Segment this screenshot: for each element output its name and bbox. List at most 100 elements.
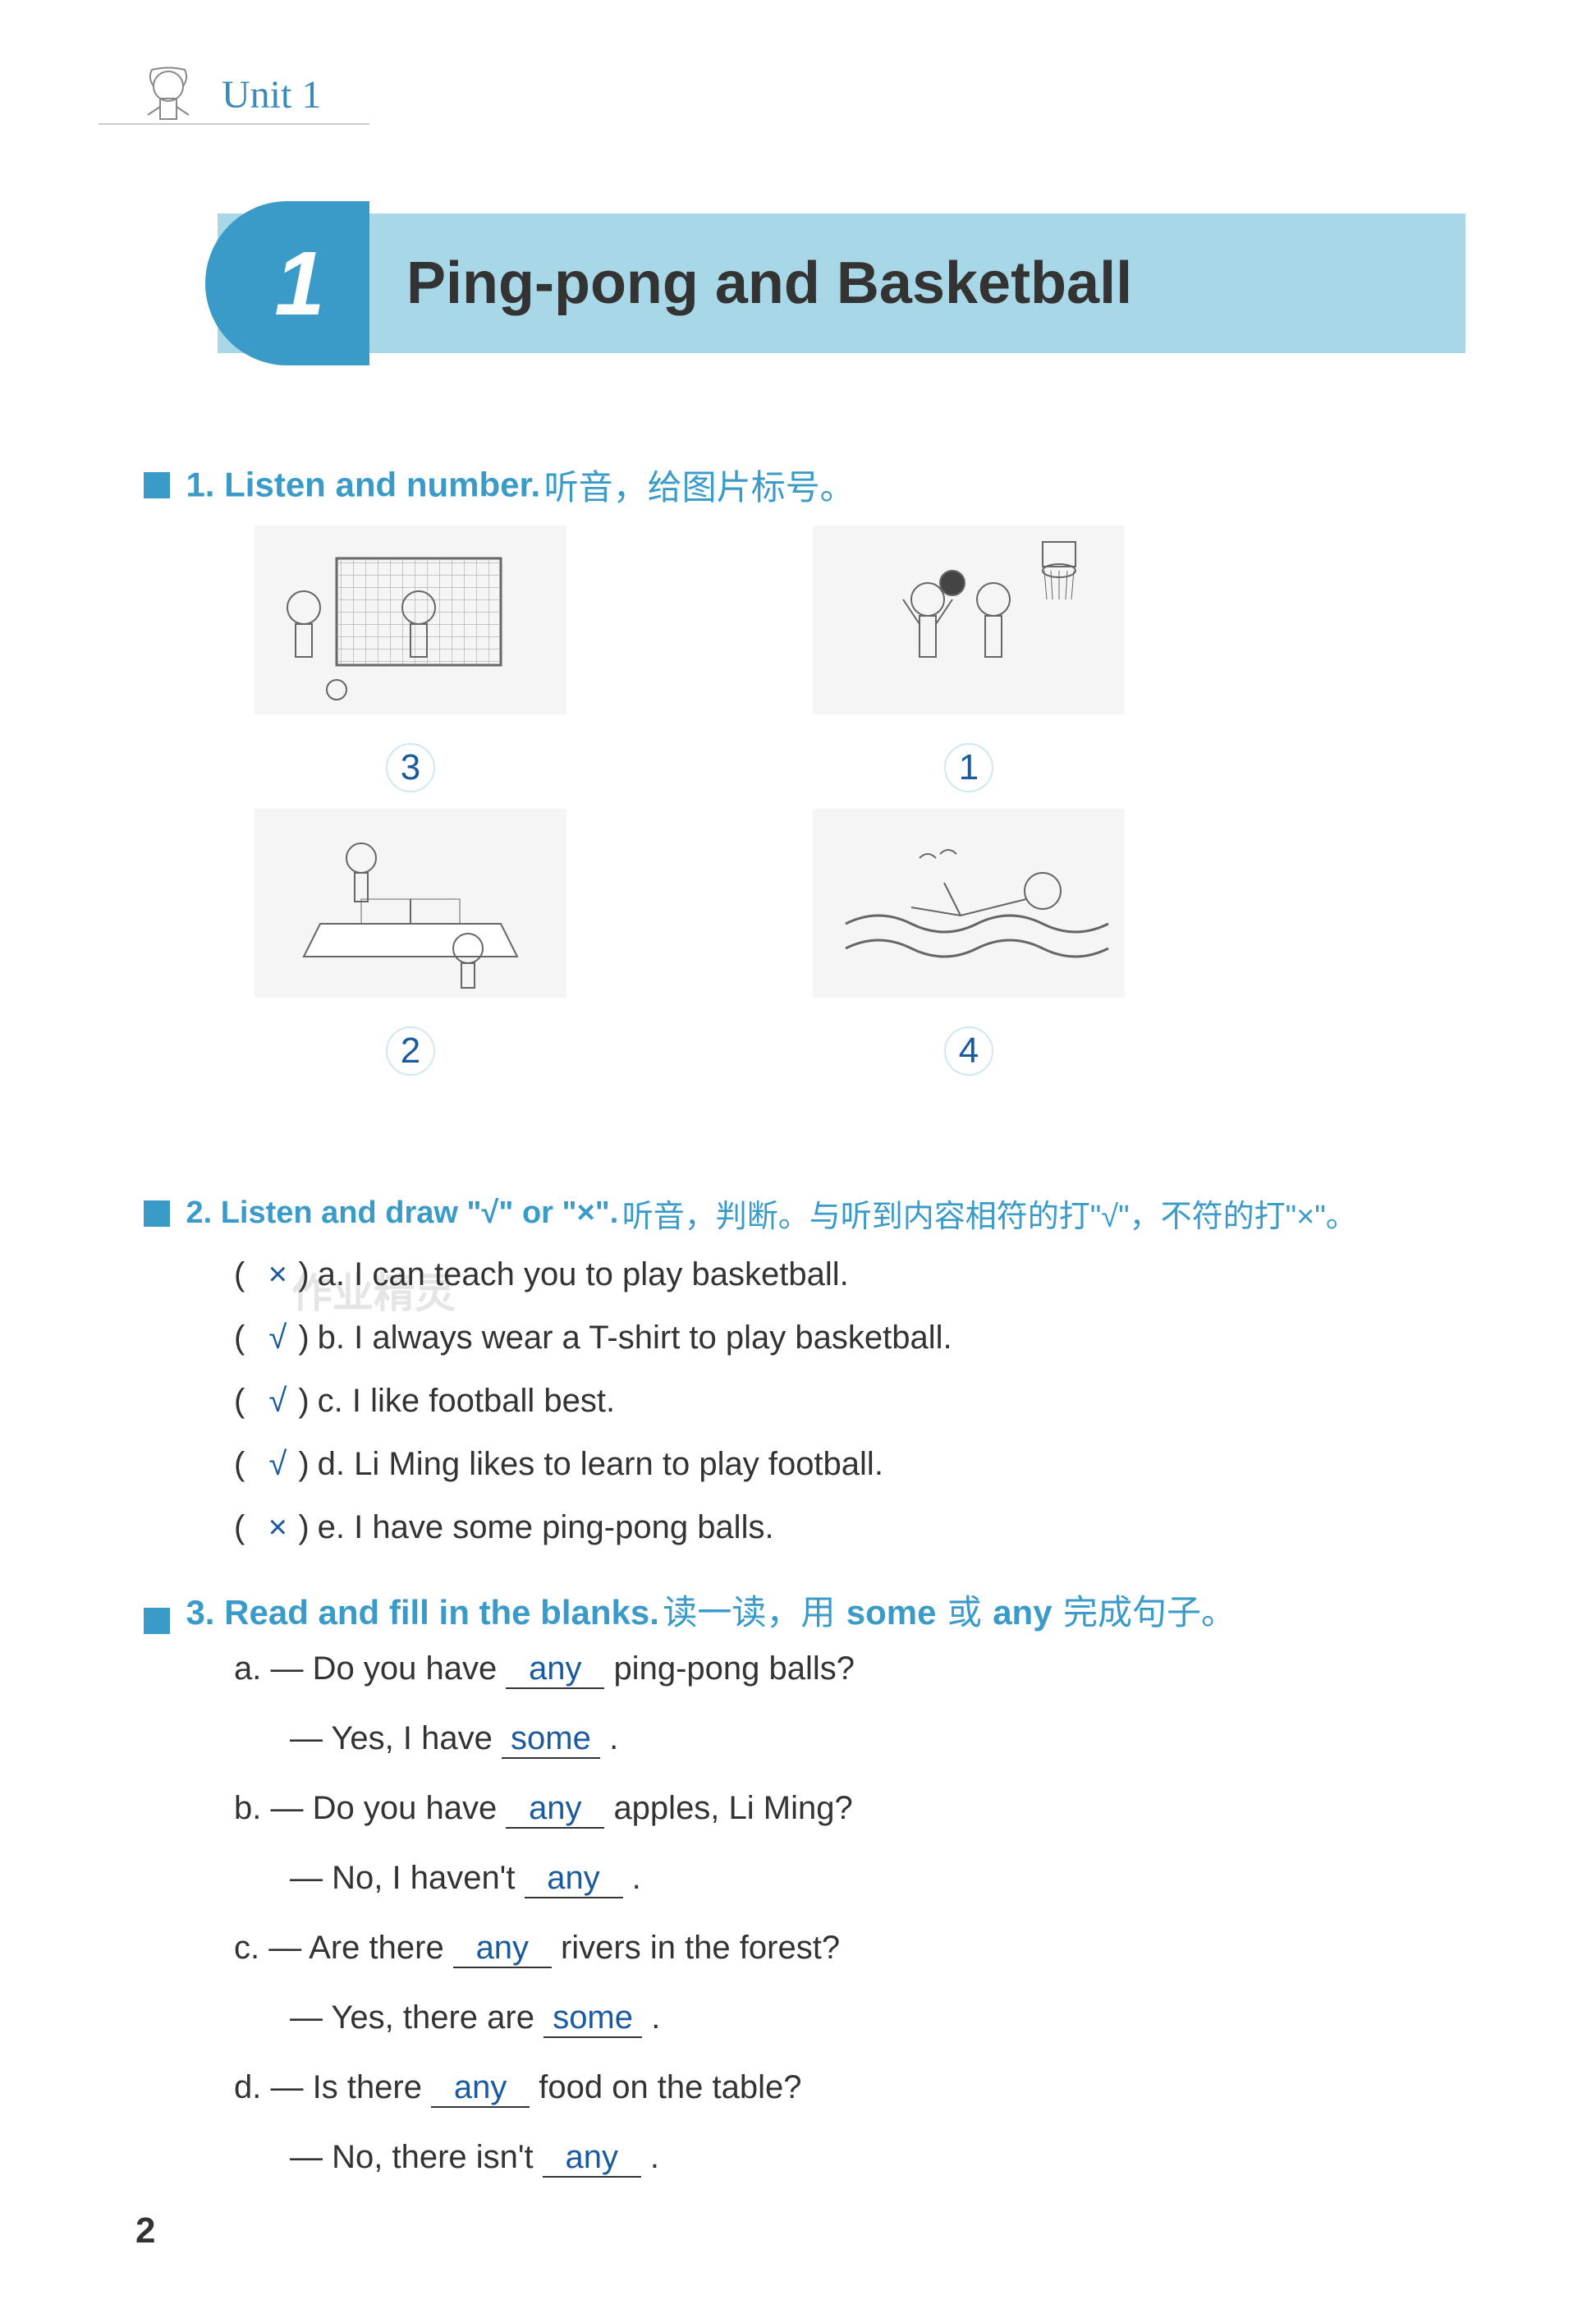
section-3-cn-3: 完成句子。 xyxy=(1063,1593,1236,1632)
item-letter: c. xyxy=(234,1930,259,1966)
section-marker-icon xyxy=(144,1200,170,1227)
blank-answer: any xyxy=(506,1650,604,1689)
answer-2d: √ xyxy=(257,1446,298,1483)
item-text: I always wear a T-shirt to play basketba… xyxy=(354,1320,952,1356)
line-pre: — Do you have xyxy=(270,1790,506,1826)
answer-circle-2: 1 xyxy=(944,743,993,792)
section-3-heading: 3. Read and fill in the blanks. 读一读，用 so… xyxy=(144,1585,1236,1635)
line-post: ping-pong balls? xyxy=(613,1650,855,1687)
exercise-3-item-d-q: d. — Is there any food on the table? xyxy=(234,2069,855,2108)
answer-2a: × xyxy=(257,1256,298,1293)
item-text: Li Ming likes to learn to play football. xyxy=(354,1446,883,1483)
blank-answer: some xyxy=(543,1999,642,2038)
answer-circle-3: 2 xyxy=(386,1026,435,1076)
exercise-2-item-c: ( √ ) c. I like football best. xyxy=(234,1383,952,1420)
answer-1: 3 xyxy=(401,747,420,788)
item-letter: a. xyxy=(318,1256,345,1293)
line-pre: — Yes, there are xyxy=(290,1999,543,2036)
blank-answer: any xyxy=(543,2139,641,2178)
lesson-title: Ping-pong and Basketball xyxy=(406,250,1132,317)
section-1-title-cn: 听音，给图片标号。 xyxy=(544,468,855,507)
answer-2: 1 xyxy=(959,747,979,788)
line-post: rivers in the forest? xyxy=(561,1930,840,1966)
answer-circle-1: 3 xyxy=(386,743,435,792)
line-post: food on the table? xyxy=(539,2069,801,2105)
blank-answer: any xyxy=(525,1860,623,1898)
item-letter: a. xyxy=(234,1650,261,1687)
answer-4: 4 xyxy=(959,1031,979,1072)
lesson-number: 1 xyxy=(274,232,324,336)
exercise-3-item-b-a: — No, I haven't any . xyxy=(290,1860,855,1898)
item-letter: b. xyxy=(318,1320,345,1356)
answer-circle-4: 4 xyxy=(944,1026,993,1076)
exercise-2-item-a: ( × ) a. I can teach you to play basketb… xyxy=(234,1256,952,1293)
image-cell-4: 4 xyxy=(796,809,1141,1076)
line-pre: — No, I haven't xyxy=(290,1860,525,1896)
exercise-2-item-b: ( √ ) b. I always wear a T-shirt to play… xyxy=(234,1320,952,1356)
mascot-icon xyxy=(131,57,205,131)
section-3-bold-1: some xyxy=(846,1593,937,1632)
blank-answer: any xyxy=(431,2069,530,2108)
item-text: I like football best. xyxy=(352,1383,615,1420)
item-letter: d. xyxy=(234,2069,261,2105)
line-pre: — Yes, I have xyxy=(290,1720,502,1756)
page-number: 2 xyxy=(135,2210,155,2252)
section-3-bold-2: any xyxy=(993,1593,1052,1632)
exercise-3-list: a. — Do you have any ping-pong balls? — … xyxy=(234,1650,855,2209)
item-text: I can teach you to play basketball. xyxy=(354,1256,849,1293)
line-pre: — Are there xyxy=(268,1930,453,1966)
answer-2c: √ xyxy=(257,1383,298,1420)
item-letter: d. xyxy=(318,1446,345,1483)
section-2-heading: 2. Listen and draw "√" or "×". 听音，判断。与听到… xyxy=(144,1191,1357,1236)
line-pre: — Is there xyxy=(270,2069,431,2105)
exercise-3-item-c-q: c. — Are there any rivers in the forest? xyxy=(234,1930,855,1968)
exercise-3-item-a-a: — Yes, I have some . xyxy=(290,1720,855,1759)
image-row-2: 2 4 xyxy=(238,809,1141,1076)
line-pre: — Do you have xyxy=(270,1650,506,1687)
exercise-2-list: ( × ) a. I can teach you to play basketb… xyxy=(234,1256,952,1572)
line-post: . xyxy=(651,1999,660,2036)
image-row-1: 3 1 xyxy=(238,526,1141,792)
section-2-title-cn: 听音，判断。与听到内容相符的打"√"，不符的打"×"。 xyxy=(622,1200,1357,1234)
image-cell-3: 2 xyxy=(238,809,583,1076)
title-number-badge: 1 xyxy=(205,201,369,365)
exercise-3-item-d-a: — No, there isn't any . xyxy=(290,2139,855,2178)
football-image xyxy=(255,526,566,714)
answer-2b: √ xyxy=(257,1320,298,1356)
section-2-title-en: 2. Listen and draw "√" or "×". xyxy=(186,1196,618,1230)
section-1-heading: 1. Listen and number. 听音，给图片标号。 xyxy=(144,460,855,510)
answer-3: 2 xyxy=(401,1031,420,1072)
exercise-3-item-c-a: — Yes, there are some . xyxy=(290,1999,855,2038)
header-underline xyxy=(99,123,369,125)
line-post: . xyxy=(609,1720,618,1756)
item-text: I have some ping-pong balls. xyxy=(354,1509,773,1546)
exercise-3-item-b-q: b. — Do you have any apples, Li Ming? xyxy=(234,1790,855,1829)
line-post: apples, Li Ming? xyxy=(613,1790,852,1826)
image-cell-2: 1 xyxy=(796,526,1141,792)
answer-2e: × xyxy=(257,1509,298,1546)
section-1-title-en: 1. Listen and number. xyxy=(186,466,540,504)
section-marker-icon xyxy=(144,472,170,498)
exercise-2-item-e: ( × ) e. I have some ping-pong balls. xyxy=(234,1509,952,1546)
section-3-cn-2: 或 xyxy=(947,1593,982,1632)
title-banner: 1 Ping-pong and Basketball xyxy=(218,213,1465,353)
section-3-cn-1: 读一读，用 xyxy=(663,1593,835,1632)
exercise-3-item-a-q: a. — Do you have any ping-pong balls? xyxy=(234,1650,855,1689)
unit-label: Unit 1 xyxy=(222,72,321,117)
blank-answer: any xyxy=(506,1790,604,1829)
line-post: . xyxy=(650,2139,659,2175)
section-3-title-en: 3. Read and fill in the blanks. xyxy=(186,1593,658,1632)
item-letter: e. xyxy=(318,1509,345,1546)
exercise-2-item-d: ( √ ) d. Li Ming likes to learn to play … xyxy=(234,1446,952,1483)
item-letter: c. xyxy=(318,1383,343,1420)
section-marker-icon xyxy=(144,1608,170,1634)
image-grid: 3 1 xyxy=(238,526,1141,1092)
pingpong-image xyxy=(255,809,566,998)
blank-answer: some xyxy=(502,1720,600,1759)
image-cell-1: 3 xyxy=(238,526,583,792)
line-post: . xyxy=(632,1860,641,1896)
basketball-image xyxy=(813,526,1125,714)
swimming-image xyxy=(813,809,1125,998)
item-letter: b. xyxy=(234,1790,261,1826)
unit-header: Unit 1 xyxy=(131,57,321,131)
